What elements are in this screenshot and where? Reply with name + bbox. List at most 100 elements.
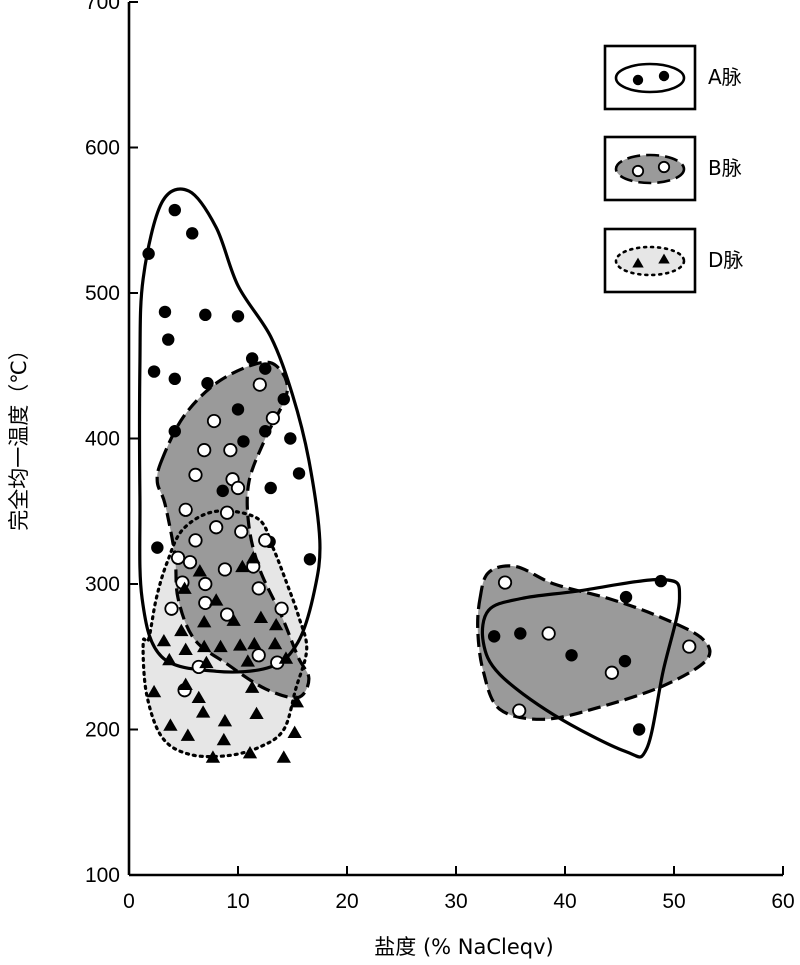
vein-b-region-fill-2 (477, 565, 710, 720)
vein-d-point (162, 652, 177, 666)
vein-b-point (682, 639, 697, 654)
x-tick-label: 40 (553, 890, 576, 913)
vein-b-point (197, 443, 212, 458)
vein-a-point (216, 484, 229, 498)
vein-d-point (245, 680, 260, 693)
vein-a-point (565, 649, 578, 662)
x-tick-label: 30 (444, 890, 467, 913)
vein-a-point (654, 574, 668, 588)
vein-b-point (251, 581, 266, 596)
vein-b-point (164, 601, 179, 616)
vein-d-point (197, 639, 212, 653)
vein-a-point (186, 227, 199, 240)
vein-d-point (242, 745, 258, 759)
vein-b-point (512, 703, 527, 718)
legend-marker (632, 257, 644, 268)
legend-swatch (614, 245, 686, 277)
vein-d-point (195, 705, 211, 718)
legend-item-d: D脉 (603, 227, 743, 294)
vein-a-point (292, 467, 306, 480)
vein-a-point (142, 247, 155, 260)
x-tick-label: 20 (335, 890, 358, 913)
vein-d-point (205, 750, 221, 763)
y-tick-label: 600 (85, 137, 120, 160)
vein-a-point (259, 362, 272, 375)
legend-label: A脉 (708, 65, 742, 89)
vein-b-point (198, 576, 213, 592)
legend-marker (631, 164, 645, 178)
y-tick-label: 500 (85, 282, 120, 305)
vein-b-point (220, 505, 235, 520)
y-tick-label: 400 (85, 428, 120, 451)
vein-d-point (217, 713, 233, 727)
vein-b-point (274, 601, 289, 616)
vein-a-point (277, 393, 290, 406)
vein-b-point (234, 524, 249, 539)
legend-marker (632, 74, 644, 86)
vein-d-point (213, 639, 228, 653)
vein-d-point (253, 610, 269, 624)
vein-d-point (180, 728, 196, 741)
vein-d-point (216, 732, 231, 746)
vein-b-point (209, 520, 224, 535)
vein-d-point (233, 638, 248, 651)
legend-marker (657, 160, 671, 174)
vein-b-region-fill-1 (157, 362, 309, 698)
vein-a-point (303, 553, 317, 566)
vein-b-point (251, 648, 266, 663)
legend-marker (658, 253, 670, 264)
y-axis-title: 完全均一温度（℃） (7, 339, 31, 531)
legend-label: B脉 (708, 156, 742, 180)
vein-a-point (514, 627, 527, 640)
vein-a-point (168, 203, 181, 217)
vein-b-point (230, 480, 246, 496)
vein-d-point (267, 636, 283, 650)
vein-d-point (178, 642, 193, 656)
x-tick-label: 60 (771, 890, 794, 913)
vein-d-point (278, 651, 294, 664)
vein-d-point (247, 636, 262, 650)
vein-d-region-outline-1 (141, 509, 309, 759)
vein-a-point (487, 630, 501, 643)
vein-d-point (287, 725, 302, 738)
vein-d-point (240, 654, 255, 667)
vein-d-point (146, 684, 162, 698)
vein-a-point (201, 377, 214, 390)
series-d-points (146, 551, 305, 763)
vein-d-point (249, 706, 264, 720)
vein-b-point (170, 550, 186, 565)
x-axis-title: 盐度 (% NaCleqv) (374, 935, 553, 959)
y-tick-label: 700 (85, 0, 120, 14)
points-layer (142, 203, 697, 763)
vein-a-point (264, 481, 277, 495)
vein-d-point (156, 633, 172, 647)
vein-a-point (199, 308, 212, 322)
vein-d-point (246, 551, 261, 564)
vein-b-point (198, 595, 213, 611)
legend-label: D脉 (708, 248, 743, 272)
vein-d-point (174, 623, 189, 637)
legend-item-b: B脉 (603, 135, 742, 202)
vein-a-point (231, 403, 245, 416)
y-tick-label: 100 (85, 864, 120, 887)
vein-a-point (158, 305, 172, 319)
vein-a-point (162, 333, 175, 346)
vein-b-point (541, 626, 556, 641)
vein-a-point (151, 541, 164, 554)
vein-a-point (245, 352, 259, 365)
vein-a-point (618, 654, 632, 668)
vein-a-region-outline-2 (480, 577, 682, 759)
vein-d-point (289, 695, 305, 708)
vein-a-point (619, 590, 633, 604)
vein-a-region-outline-1 (137, 187, 322, 674)
vein-a-point (237, 435, 250, 448)
vein-d-point (209, 593, 224, 606)
vein-b-point (217, 562, 233, 577)
x-tick-label: 50 (662, 890, 685, 913)
vein-d-point (276, 750, 291, 763)
vein-b-point (223, 443, 238, 458)
vein-b-point (252, 377, 267, 392)
vein-b-point (182, 555, 198, 570)
legend-swatch (614, 153, 686, 185)
y-tick-label: 200 (85, 719, 120, 742)
